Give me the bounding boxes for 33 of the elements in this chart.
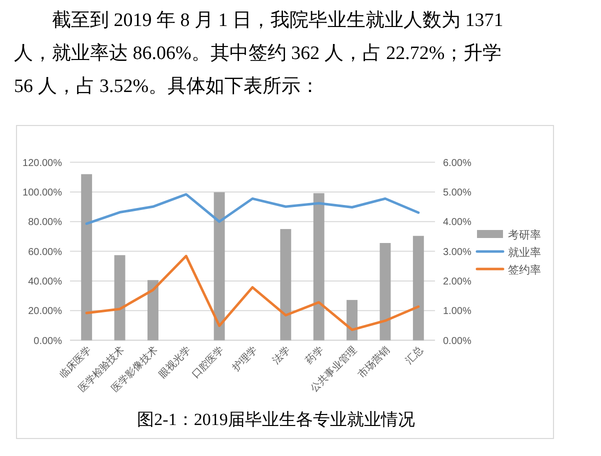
y-tick-label: 100.00% — [22, 187, 62, 198]
text: 截至到 2019 年 8 月 1 日，我院毕业生就业人数为 1371 人，就业率达 86.06%。其中签约 362 人，占 22.72%；升学 56 人，占 3.52%。具体如下表所示： — [14, 9, 504, 99]
y2-tick-label: 4.00% — [443, 217, 472, 228]
y-tick-label: 120.00% — [22, 158, 62, 169]
bar — [313, 193, 324, 340]
bar — [346, 300, 358, 340]
legend-label: 考研率 — [508, 228, 541, 242]
bar — [114, 255, 126, 340]
y2-tick-label: 1.00% — [443, 306, 472, 318]
y-tick-label: 40.00% — [28, 276, 62, 288]
x-tick-label: 法学 — [270, 344, 293, 367]
x-tick-label: 市场营销 — [356, 344, 392, 381]
y2-tick-label: 5.00% — [443, 187, 472, 198]
legend-label: 签约率 — [508, 264, 541, 276]
bar — [380, 242, 391, 340]
bar — [280, 229, 292, 340]
legend-label: 就业率 — [508, 246, 541, 259]
y2-tick-label: 0.00% — [443, 336, 472, 347]
bar — [412, 236, 424, 340]
x-tick-label: 护理学 — [229, 344, 260, 374]
y-tick-label: 20.00% — [28, 306, 62, 318]
bar — [214, 192, 225, 340]
y2-tick-label: 6.00% — [443, 158, 472, 169]
y-tick-label: 60.00% — [28, 246, 62, 258]
x-tick-label: 药学 — [303, 344, 326, 367]
y-tick-label: 0.00% — [34, 336, 62, 347]
x-tick-label: 汇总 — [402, 344, 426, 367]
y-tick-label: 80.00% — [28, 217, 62, 228]
bar — [81, 174, 92, 340]
y2-tick-label: 2.00% — [443, 276, 472, 288]
text: 图2-1：2019届毕业生各专业就业情况 — [137, 410, 415, 429]
y2-tick-label: 3.00% — [443, 246, 472, 258]
bar — [147, 280, 158, 340]
